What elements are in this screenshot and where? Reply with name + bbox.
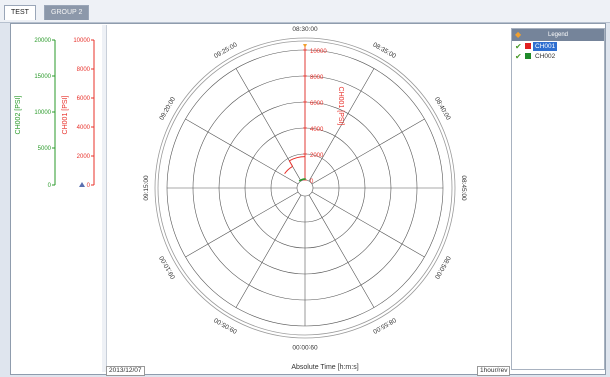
ch001-tick-label: 10000 xyxy=(73,38,90,44)
ch001-trace xyxy=(288,160,293,167)
radial-tick-label: 0 xyxy=(310,179,314,185)
tab-group-2[interactable]: GROUP 2 xyxy=(44,5,90,20)
ch002-tick-label: 5000 xyxy=(38,146,52,152)
data-traces xyxy=(284,156,306,182)
ch002-tick-label: 20000 xyxy=(34,38,51,44)
time-label: 08:45:00 xyxy=(460,175,467,201)
ch001-trace xyxy=(284,166,293,175)
ch002-trace xyxy=(298,178,306,182)
y-axes-svg: 20000 15000 10000 5000 0 CH002 [PSI] 100… xyxy=(15,38,95,189)
grid-spoke xyxy=(185,118,299,185)
date-readout: 2013/12/07 xyxy=(106,366,145,376)
radial-cursor-icon xyxy=(303,44,307,48)
radial-tick-label: 6000 xyxy=(310,101,324,107)
time-label: 09:15:00 xyxy=(143,175,150,201)
grid-spoke xyxy=(308,68,375,182)
tab-test[interactable]: TEST xyxy=(4,5,36,20)
legend-header: ◆ Legend xyxy=(512,29,604,41)
radial-tick-label: 4000 xyxy=(310,127,324,133)
ch002-tick-label: 15000 xyxy=(34,74,51,80)
legend-item-label: CH001 xyxy=(533,42,558,51)
ch001-axis-title: CH001 [PSI] xyxy=(62,95,69,134)
color-swatch xyxy=(525,43,531,49)
ch001-tick-label: 8000 xyxy=(77,67,91,73)
grid-spoke xyxy=(235,194,302,308)
grid-spoke xyxy=(308,194,375,308)
ch001-tick-label: 6000 xyxy=(77,96,91,102)
radial-tick-label: 2000 xyxy=(310,153,324,159)
grid-spoke xyxy=(311,118,425,185)
radial-axis-title: CH001 [PSI] xyxy=(337,87,344,126)
pane-splitter[interactable] xyxy=(102,25,107,372)
ch001-tick-label: 0 xyxy=(87,183,91,189)
revolution-readout: 1hour/rev xyxy=(477,366,511,376)
legend-panel: ◆ Legend ✔ CH001 ✔ CH002 xyxy=(511,28,605,370)
grid-spoke xyxy=(311,191,425,258)
legend-title: Legend xyxy=(547,32,569,38)
color-swatch xyxy=(525,53,531,59)
time-label: 09:05:00 xyxy=(213,316,239,335)
time-label: 08:35:00 xyxy=(372,41,398,60)
outer-ring xyxy=(154,37,456,339)
time-label: 08:50:00 xyxy=(433,255,452,281)
radial-tick-label: 10000 xyxy=(310,49,327,55)
legend-item-ch002[interactable]: ✔ CH002 xyxy=(512,52,604,61)
ch001-tick-label: 4000 xyxy=(77,125,91,131)
time-label: 09:25:00 xyxy=(213,41,239,60)
pin-icon[interactable]: ◆ xyxy=(515,30,522,39)
radial-axis: 10000 8000 6000 4000 2000 0 CH001 [PSI] xyxy=(303,44,344,185)
time-label: 09:10:00 xyxy=(158,254,177,280)
legend-item-ch001[interactable]: ✔ CH001 xyxy=(512,42,604,51)
polar-chart: 08:30:00 08:35:00 08:40:00 08:45:00 08:50:00… xyxy=(143,26,467,350)
time-label: 08:40:00 xyxy=(433,96,452,122)
polar-plot-pane: 08:30:00 08:35:00 08:40:00 08:45:00 08:50:00… xyxy=(107,25,507,367)
check-icon[interactable]: ✔ xyxy=(515,42,522,51)
outer-ring xyxy=(157,40,453,336)
time-label: 09:00:00 xyxy=(292,343,318,350)
legend-item-label: CH002 xyxy=(535,53,556,60)
axis-scroll-marker-icon[interactable] xyxy=(79,182,85,187)
ch002-tick-label: 0 xyxy=(48,183,52,189)
time-label: 08:30:00 xyxy=(292,26,318,33)
radial-tick-label: 8000 xyxy=(310,75,324,81)
grid-spoke xyxy=(185,191,299,258)
x-axis-title: Absolute Time [h:m:s] xyxy=(291,364,359,371)
ch002-axis-title: CH002 [PSI] xyxy=(15,95,22,134)
ch001-trace xyxy=(289,156,306,162)
check-icon[interactable]: ✔ xyxy=(515,52,522,61)
tab-bar: TEST GROUP 2 xyxy=(0,0,610,23)
time-label: 08:55:00 xyxy=(371,316,397,335)
y-axes-pane: 20000 15000 10000 5000 0 CH002 [PSI] 100… xyxy=(12,25,103,372)
ch001-tick-label: 2000 xyxy=(77,154,91,160)
ch002-tick-label: 10000 xyxy=(34,110,51,116)
time-label: 09:20:00 xyxy=(158,96,177,122)
